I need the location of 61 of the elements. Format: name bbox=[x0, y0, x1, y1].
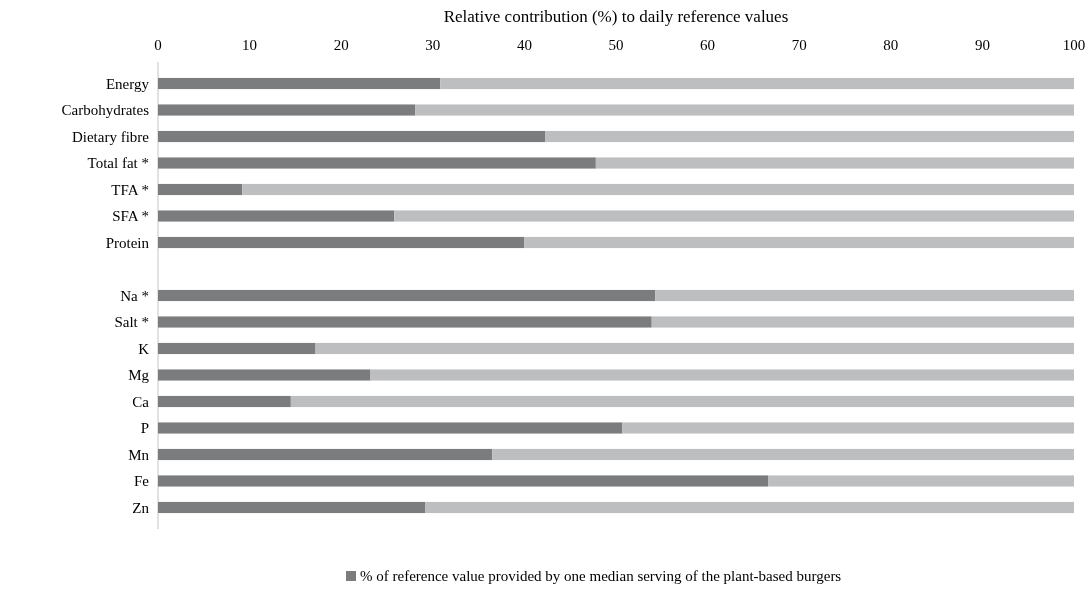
bar bbox=[394, 210, 1074, 222]
x-tick-label: 50 bbox=[608, 37, 624, 53]
x-tick-label: 70 bbox=[791, 37, 807, 53]
bar bbox=[242, 183, 1074, 196]
y-tick-label: Mg bbox=[128, 367, 150, 384]
x-tick-label: 100 bbox=[1062, 37, 1086, 53]
y-tick-label: P bbox=[140, 420, 149, 437]
x-tick-label: 10 bbox=[242, 37, 258, 53]
legend-label: % of reference value provided by one median serving of the plant-based burgers bbox=[360, 568, 842, 584]
bar bbox=[440, 77, 1074, 90]
bar bbox=[158, 501, 426, 514]
bar bbox=[370, 369, 1074, 381]
bar bbox=[415, 104, 1074, 116]
y-tick-label: Na * bbox=[120, 287, 149, 304]
bar bbox=[158, 289, 656, 302]
y-tick-label: SFA * bbox=[112, 208, 149, 225]
x-tick-label: 40 bbox=[516, 37, 532, 53]
bar bbox=[622, 422, 1074, 434]
bar bbox=[158, 104, 416, 116]
bar bbox=[158, 77, 441, 90]
y-tick-label: Mn bbox=[128, 446, 150, 463]
bar bbox=[158, 316, 652, 328]
bar bbox=[425, 501, 1074, 514]
bar bbox=[158, 130, 546, 143]
y-tick-label: Zn bbox=[132, 499, 150, 516]
bar bbox=[158, 369, 371, 381]
bar bbox=[524, 236, 1074, 249]
bar bbox=[158, 236, 525, 249]
x-tick-label: 0 bbox=[154, 37, 162, 53]
bar bbox=[290, 395, 1074, 408]
y-tick-label: Ca bbox=[132, 393, 150, 410]
bar bbox=[315, 342, 1074, 355]
y-tick-label: Protein bbox=[105, 234, 150, 251]
x-axis-title: Relative contribution (%) to daily reference values bbox=[443, 7, 789, 26]
bar bbox=[492, 448, 1074, 461]
bar bbox=[158, 157, 596, 169]
y-tick-label: Carbohydrates bbox=[61, 102, 150, 119]
bar bbox=[768, 475, 1074, 487]
bar bbox=[158, 422, 623, 434]
x-tick-label: 30 bbox=[425, 37, 441, 53]
y-tick-label: Salt * bbox=[114, 314, 149, 331]
bar bbox=[158, 342, 316, 355]
bar bbox=[158, 448, 493, 461]
y-tick-label: Total fat * bbox=[87, 155, 149, 172]
bar bbox=[545, 130, 1074, 143]
bar bbox=[158, 210, 395, 222]
x-tick-label: 20 bbox=[333, 37, 349, 53]
bar bbox=[595, 157, 1074, 169]
bar bbox=[158, 475, 769, 487]
y-tick-label: TFA * bbox=[111, 181, 149, 198]
bar bbox=[158, 395, 291, 408]
bar bbox=[651, 316, 1074, 328]
y-tick-label: Dietary fibre bbox=[71, 128, 150, 145]
y-tick-label: K bbox=[138, 340, 150, 357]
y-tick-label: Energy bbox=[105, 75, 150, 92]
x-tick-label: 90 bbox=[974, 37, 990, 53]
x-tick-label: 60 bbox=[700, 37, 716, 53]
y-tick-label: Fe bbox=[134, 473, 150, 490]
bar bbox=[158, 183, 243, 196]
x-tick-label: 80 bbox=[883, 37, 899, 53]
bar bbox=[655, 289, 1074, 302]
